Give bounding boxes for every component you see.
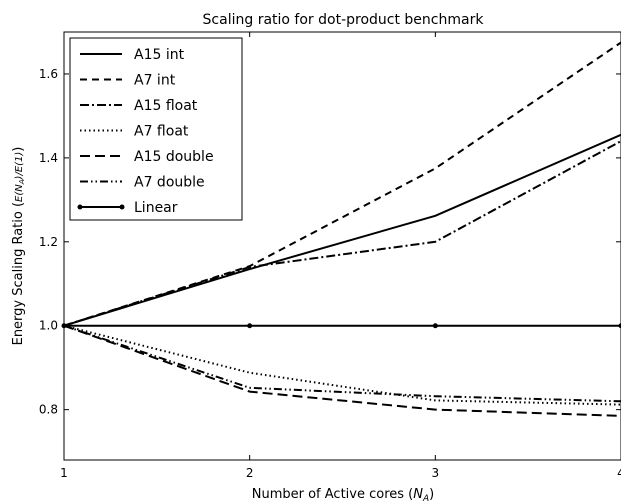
x-axis-label: Number of Active cores (NA): [252, 487, 434, 504]
x-tick-label: 4: [617, 466, 621, 480]
legend-marker: [119, 204, 125, 210]
legend-label: A15 int: [134, 47, 185, 63]
y-tick-label: 0.8: [39, 403, 58, 417]
legend-label: A15 double: [134, 149, 214, 165]
y-axis-label: Energy Scaling Ratio (E(NA)/E(1)): [11, 147, 26, 346]
legend: A15 int A7 int A15 float A7 float A15 double…: [69, 37, 243, 221]
y-tick-label: 1.0: [39, 319, 58, 333]
legend-label: A7 int: [134, 73, 176, 89]
y-tick-label: 1.6: [39, 67, 58, 81]
legend-label: A7 double: [134, 175, 205, 191]
x-tick-label: 2: [246, 466, 254, 480]
x-axis: 1 2 3 4: [60, 32, 621, 480]
legend-label: Linear: [134, 200, 178, 216]
y-tick-label: 1.4: [39, 151, 58, 165]
linear-marker: [432, 323, 438, 329]
x-tick-label: 1: [60, 466, 68, 480]
y-tick-label: 1.2: [39, 235, 58, 249]
series-line-a7-float: [63, 324, 621, 406]
chart-title: Scaling ratio for dot-product benchmark: [203, 12, 485, 28]
plot-frame: [63, 31, 621, 461]
legend-label: A7 float: [134, 124, 189, 140]
series-line-a15-float: [63, 140, 621, 327]
series-line-a7-double: [63, 324, 621, 403]
legend-marker: [77, 204, 83, 210]
series-line-a15-double: [63, 324, 621, 417]
x-tick-label: 3: [432, 466, 440, 480]
series-line-a15-int: [63, 133, 621, 327]
plot-area: [61, 41, 621, 417]
linear-marker: [247, 323, 253, 329]
legend-box: [69, 37, 243, 221]
legend-label: A15 float: [134, 98, 198, 114]
y-axis: 0.8 1.0 1.2 1.4 1.6: [39, 67, 621, 417]
